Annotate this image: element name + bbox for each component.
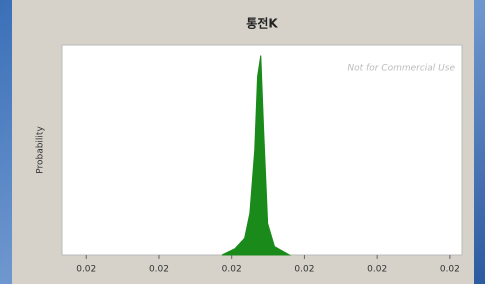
chart-title: 통전K (246, 16, 278, 31)
watermark: Not for Commercial Use (347, 64, 455, 74)
x-tick-label: 0.02 (149, 265, 169, 275)
x-tick-label: 0.02 (440, 265, 460, 275)
x-tick-label: 0.02 (76, 265, 96, 275)
x-tick-label: 0.02 (367, 265, 387, 275)
page: 통전K Probability Not for Commercial Use 0… (0, 0, 485, 284)
chart: 통전K Probability Not for Commercial Use 0… (0, 0, 485, 284)
x-tick-label: 0.02 (294, 265, 314, 275)
x-tick-label: 0.02 (222, 265, 242, 275)
y-axis-label: Probability (36, 126, 46, 174)
